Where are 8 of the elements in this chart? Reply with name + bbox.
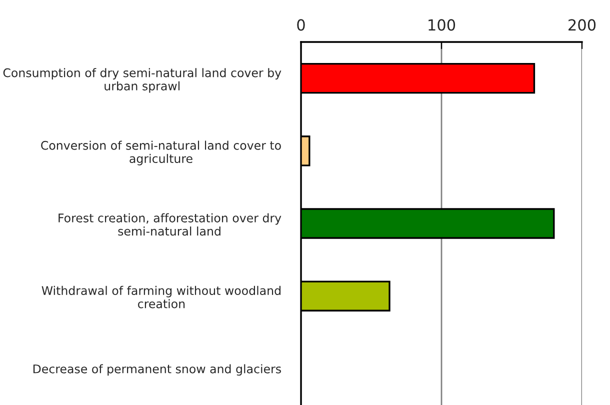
y-tick-label: Withdrawal of farming without woodland creation bbox=[42, 286, 280, 308]
x-tick-label: 100 bbox=[428, 19, 456, 31]
y-tick-label: Consumption of dry semi-natural land cover by urban sprawl bbox=[3, 68, 282, 93]
y-tick-label: Decrease of permanent snow and glaciers bbox=[33, 364, 281, 376]
x-tick-label: 200 bbox=[568, 19, 596, 31]
y-tick-label: Forest creation, afforestation over dry semi-natural land bbox=[58, 213, 282, 236]
y-tick-label: Conversion of semi-natural land cover to agriculture bbox=[41, 140, 281, 166]
x-tick-label: 0 bbox=[297, 19, 305, 31]
